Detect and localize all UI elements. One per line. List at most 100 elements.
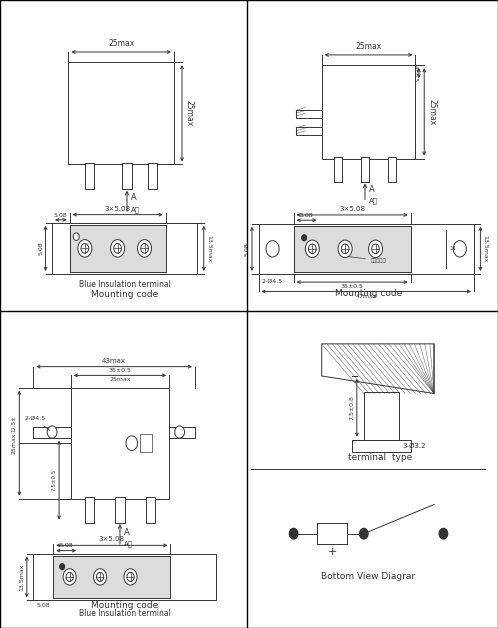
Text: 着色绝缘子: 着色绝缘子 (349, 257, 386, 263)
Bar (258, 224, 474, 274)
Text: 11: 11 (449, 246, 456, 251)
Circle shape (66, 572, 73, 582)
Text: 4±0.5: 4±0.5 (413, 65, 418, 82)
Circle shape (73, 233, 79, 241)
Bar (169, 426, 195, 438)
Circle shape (289, 528, 298, 539)
Text: 5.08: 5.08 (54, 212, 68, 217)
Text: 5.08: 5.08 (36, 603, 50, 608)
Text: 7.5±0.8: 7.5±0.8 (349, 396, 354, 420)
Text: A: A (124, 528, 129, 537)
Circle shape (302, 235, 306, 241)
Bar (322, 65, 415, 159)
Bar (85, 497, 94, 522)
Circle shape (137, 240, 151, 257)
Text: 25max: 25max (109, 377, 131, 382)
Bar (71, 387, 169, 499)
Bar (123, 163, 131, 189)
Circle shape (305, 240, 319, 257)
Bar (53, 556, 170, 598)
Circle shape (60, 564, 65, 570)
Text: 25max: 25max (11, 432, 16, 454)
Bar (146, 497, 155, 522)
Text: 25max: 25max (427, 99, 436, 125)
Text: Blue Insulation terminal: Blue Insulation terminal (79, 609, 171, 618)
Circle shape (372, 244, 379, 254)
Circle shape (126, 436, 137, 450)
Text: 2-Ø4.5: 2-Ø4.5 (24, 416, 50, 430)
Bar (364, 392, 399, 440)
Text: terminal  type: terminal type (348, 453, 412, 462)
Bar (148, 163, 157, 189)
Text: Mounting code: Mounting code (91, 601, 158, 610)
Text: 35±0.5: 35±0.5 (109, 368, 131, 373)
Text: 47max: 47max (355, 294, 377, 299)
Text: A向: A向 (369, 198, 377, 204)
Circle shape (338, 240, 352, 257)
Circle shape (266, 241, 279, 257)
Text: Mounting code: Mounting code (335, 289, 402, 298)
Text: Bottom View Diagrar: Bottom View Diagrar (321, 571, 416, 581)
Circle shape (439, 528, 448, 539)
Text: 12.5±: 12.5± (11, 414, 16, 431)
Text: 3-Ø3.2: 3-Ø3.2 (402, 443, 426, 449)
Text: 2-Ø4.5: 2-Ø4.5 (262, 279, 283, 284)
Circle shape (124, 569, 137, 585)
Bar (388, 157, 396, 182)
Bar (352, 440, 411, 452)
Circle shape (97, 572, 104, 582)
Circle shape (453, 241, 466, 257)
Text: +: + (328, 547, 337, 557)
Text: 43max: 43max (102, 358, 126, 364)
Circle shape (175, 426, 185, 438)
Circle shape (63, 569, 76, 585)
Text: Mounting code: Mounting code (91, 290, 158, 299)
Circle shape (47, 426, 57, 438)
Text: 25max: 25max (108, 40, 134, 48)
Circle shape (341, 244, 349, 254)
Text: 5.08: 5.08 (300, 213, 313, 218)
Text: 5.08: 5.08 (38, 242, 43, 255)
Bar (334, 157, 342, 182)
Text: 7.5±0.5: 7.5±0.5 (51, 469, 56, 491)
Bar (140, 435, 152, 452)
Text: 3×5.08: 3×5.08 (105, 206, 130, 212)
Polygon shape (322, 344, 434, 394)
Text: A: A (369, 185, 374, 193)
Bar (70, 225, 166, 271)
Bar (317, 524, 348, 544)
Text: Blue Insulation terminal: Blue Insulation terminal (79, 279, 171, 289)
Circle shape (369, 240, 382, 257)
Bar (361, 157, 369, 182)
Text: 3×5.08: 3×5.08 (339, 206, 365, 212)
Circle shape (94, 569, 107, 585)
Bar (33, 426, 71, 438)
Bar (33, 553, 216, 600)
Text: 13.5max: 13.5max (483, 235, 488, 263)
Text: 3×5.08: 3×5.08 (99, 536, 125, 543)
Text: 13.5max: 13.5max (206, 235, 211, 262)
Bar (294, 226, 411, 271)
Text: A向: A向 (131, 207, 140, 213)
Circle shape (81, 244, 89, 253)
Circle shape (140, 244, 148, 253)
Text: 35±0.5: 35±0.5 (341, 284, 364, 290)
Bar (296, 109, 322, 117)
Circle shape (114, 244, 122, 253)
Bar (296, 127, 322, 135)
Text: A向: A向 (124, 541, 132, 547)
Bar (115, 497, 124, 522)
Bar (52, 223, 197, 274)
Circle shape (360, 528, 368, 539)
Text: 25max: 25max (185, 100, 194, 126)
Circle shape (308, 244, 316, 254)
Bar (85, 163, 94, 189)
Circle shape (111, 240, 124, 257)
Circle shape (78, 240, 92, 257)
Circle shape (127, 572, 134, 582)
Text: 13.5max: 13.5max (19, 563, 24, 591)
Text: 25max: 25max (356, 43, 381, 51)
Bar (69, 62, 174, 165)
Text: 5.08: 5.08 (59, 543, 73, 548)
Text: A: A (131, 193, 137, 202)
